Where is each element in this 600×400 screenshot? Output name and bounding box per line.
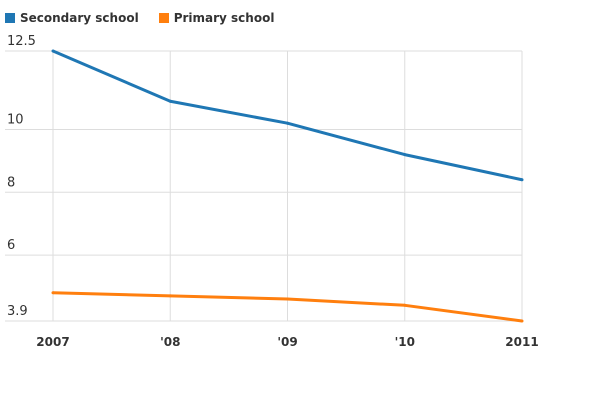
y-tick-label: 12.5	[7, 34, 36, 49]
legend-label: Secondary school	[20, 11, 139, 25]
y-tick-label: 6	[7, 238, 15, 253]
legend-swatch	[5, 13, 15, 23]
legend-swatch	[158, 13, 169, 23]
data-point	[168, 99, 172, 103]
y-tick-label: 3.9	[7, 304, 28, 319]
data-point	[403, 303, 407, 307]
data-point	[51, 291, 55, 295]
data-point	[286, 121, 289, 125]
x-tick-label: '08	[160, 335, 180, 349]
y-tick-label: 8	[7, 175, 15, 190]
data-point	[51, 49, 55, 53]
legend: Secondary school Primary school	[5, 11, 274, 25]
legend-item-secondary[interactable]: Secondary school	[5, 11, 139, 25]
data-point	[520, 319, 524, 323]
x-tick-label: '09	[277, 335, 297, 349]
legend-item-primary[interactable]: Primary school	[158, 11, 275, 25]
x-tick-label: 2011	[505, 335, 538, 349]
y-tick-label: 10	[7, 112, 24, 127]
data-point	[520, 178, 524, 182]
data-point	[403, 153, 407, 157]
x-tick-label: 2007	[36, 335, 69, 349]
legend-label: Primary school	[173, 11, 275, 25]
x-tick-label: '10	[395, 335, 415, 349]
data-point	[168, 294, 172, 298]
data-point	[286, 297, 289, 301]
